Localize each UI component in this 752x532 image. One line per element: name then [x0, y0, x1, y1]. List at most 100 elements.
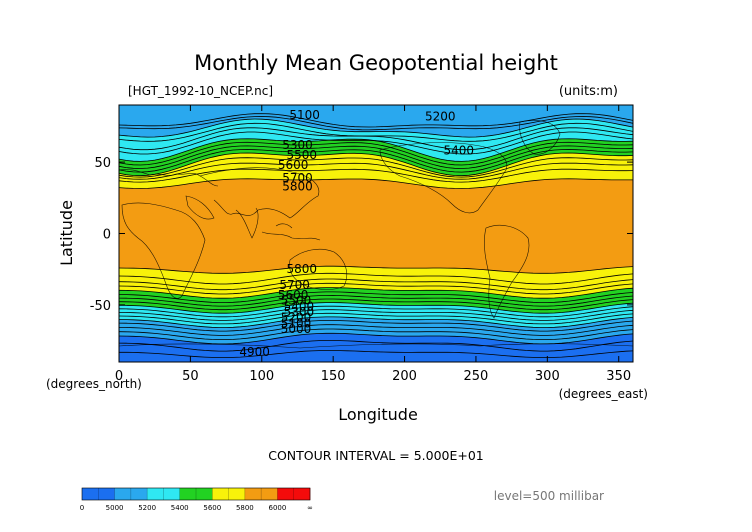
contour-label-3: 5400 — [444, 144, 475, 158]
colorbar-segment-1 — [98, 488, 115, 500]
contour-label-13: 5300 — [284, 305, 315, 319]
coastline-india — [235, 207, 259, 239]
contour-5200 — [119, 118, 633, 138]
coastline-africa — [121, 202, 206, 299]
colorbar-label-5: 5800 — [236, 504, 254, 512]
colorbar-label-6: 6000 — [269, 504, 287, 512]
x-tick-label-300: 300 — [535, 369, 560, 384]
colorbar-segment-4 — [147, 488, 164, 500]
contour-5800 — [119, 178, 633, 189]
colorbar-label-2: 5200 — [138, 504, 156, 512]
contour-5650 — [119, 157, 633, 178]
contour-5050 — [119, 328, 633, 341]
contour-label-9: 5700 — [279, 278, 310, 292]
coastline-southamerica — [484, 225, 530, 319]
x-tick-label-250: 250 — [464, 369, 489, 384]
contour-5300 — [119, 309, 633, 321]
filled-bands — [119, 105, 633, 362]
contour-label-6: 5700 — [282, 171, 313, 185]
contour-label-14: 5200 — [281, 311, 312, 325]
x-tick-label-50: 50 — [182, 369, 199, 384]
y-axis-ticks: -50 0 50 — [90, 156, 633, 314]
coastline-greenland — [519, 120, 561, 155]
y-tick-label--50: -50 — [90, 299, 111, 314]
contour-5450 — [119, 298, 633, 311]
contour-5500 — [119, 145, 633, 169]
colorbar-segment-6 — [179, 488, 197, 500]
x-tick-label-0: 0 — [115, 369, 123, 384]
contour-5150 — [119, 319, 633, 332]
colorbar-segment-3 — [130, 488, 148, 500]
chart-title: Monthly Mean Geopotential height — [194, 51, 558, 75]
contour-5350 — [119, 305, 633, 318]
contour-5550 — [119, 291, 633, 303]
contour-label-4: 5500 — [286, 148, 317, 162]
contour-5400 — [119, 302, 633, 314]
level-text: level=500 millibar — [494, 489, 604, 503]
contour-label-15: 5100 — [281, 316, 312, 330]
contour-5750 — [119, 272, 633, 285]
y-tick-label-0: 0 — [103, 228, 111, 243]
contour-label-10: 5600 — [278, 288, 309, 302]
contour-label-0: 5100 — [289, 108, 320, 122]
colorbar-label-3: 5400 — [171, 504, 189, 512]
y-tick-label-50: 50 — [94, 156, 111, 171]
contour-5800 — [119, 265, 633, 274]
band-south-below-5000 — [119, 333, 633, 362]
colorbar-label-0: 0 — [80, 504, 84, 512]
colorbar-segment-10 — [244, 488, 262, 500]
contour-label-16: 5000 — [281, 322, 312, 336]
contour-5750 — [119, 168, 633, 183]
colorbar-frame — [81, 487, 311, 501]
contour-5150 — [119, 116, 633, 131]
coastline-indonesia — [261, 223, 321, 241]
contour-interval-text: CONTOUR INTERVAL = 5.000E+01 — [268, 448, 484, 463]
contour-lines — [119, 113, 633, 359]
contour-label-2: 5300 — [282, 138, 313, 152]
contour-label-12: 5400 — [284, 299, 315, 313]
x-tick-label-100: 100 — [249, 369, 274, 384]
contour-5600 — [119, 152, 633, 177]
colorbar-segment-12 — [277, 488, 295, 500]
colorbar-segment-2 — [114, 488, 132, 500]
dataset-label: [HGT_1992-10_NCEP.nc] — [128, 84, 273, 98]
band-north-below-5200 — [119, 105, 633, 138]
y-unit-label: (degrees_north) — [46, 377, 142, 391]
coastline-australia — [289, 248, 347, 290]
colorbar-label-4: 5600 — [203, 504, 221, 512]
contour-4950 — [119, 339, 633, 352]
x-tick-label-150: 150 — [321, 369, 346, 384]
contour-5100 — [119, 324, 633, 336]
y-axis-title: Latitude — [57, 200, 76, 266]
units-label: (units:m) — [559, 84, 618, 99]
contour-5600 — [119, 287, 633, 299]
colorbar-segment-5 — [163, 488, 181, 500]
contour-5100 — [119, 113, 633, 128]
contour-5700 — [119, 278, 633, 291]
contour-label-7: 5800 — [282, 179, 313, 193]
contour-5400 — [119, 138, 633, 162]
colorbar-label-1: 5000 — [106, 504, 124, 512]
contour-5250 — [119, 312, 633, 325]
contour-5450 — [119, 141, 633, 166]
x-axis-title: Longitude — [338, 405, 418, 424]
colorbar-segment-11 — [261, 488, 278, 500]
contour-label-1: 5200 — [425, 109, 456, 123]
colorbar: 0 5000 5200 5400 5600 5800 6000 ∞ — [80, 487, 313, 512]
x-tick-label-350: 350 — [606, 369, 631, 384]
x-axis-ticks: 0 50 100 150 200 250 300 350 — [115, 105, 631, 384]
contour-5550 — [119, 149, 633, 173]
colorbar-segment-0 — [82, 488, 99, 500]
contour-label-8: 5800 — [286, 262, 317, 276]
contour-5650 — [119, 282, 633, 295]
colorbar-segment-8 — [212, 488, 229, 500]
colorbar-segment-9 — [228, 488, 246, 500]
colorbar-segment-7 — [196, 488, 213, 500]
contour-label-17: 4900 — [239, 345, 270, 359]
contour-5250 — [119, 122, 633, 142]
contour-label-5: 5600 — [278, 158, 309, 172]
colorbar-label-7: ∞ — [307, 504, 313, 512]
